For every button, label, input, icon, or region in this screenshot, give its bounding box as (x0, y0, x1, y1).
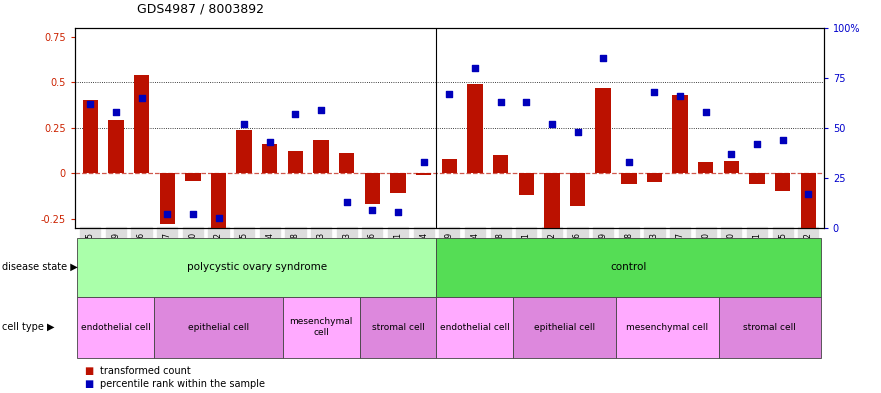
Bar (467, 84, 483, 173)
Text: epithelial cell: epithelial cell (188, 323, 249, 332)
Text: mesenchymal
cell: mesenchymal cell (289, 318, 352, 337)
Text: stromal cell: stromal cell (744, 323, 796, 332)
FancyBboxPatch shape (514, 297, 616, 358)
Text: control: control (611, 262, 647, 272)
Point (493, 99, 507, 105)
Point (802, 191, 816, 197)
Bar (647, 173, 663, 182)
Text: mesenchymal cell: mesenchymal cell (626, 323, 708, 332)
Bar (750, 173, 765, 184)
Bar (723, 160, 739, 173)
Bar (185, 173, 201, 180)
Bar (801, 173, 816, 233)
Bar (314, 140, 329, 173)
Point (519, 99, 533, 105)
Point (468, 64, 482, 71)
Point (750, 141, 764, 147)
Point (442, 90, 456, 97)
Bar (621, 173, 636, 184)
FancyBboxPatch shape (154, 297, 283, 358)
Point (211, 215, 226, 221)
Text: ■: ■ (84, 379, 93, 389)
Bar (211, 173, 226, 228)
Point (544, 121, 559, 127)
FancyBboxPatch shape (78, 297, 154, 358)
Bar (544, 173, 559, 228)
Point (391, 209, 405, 215)
Bar (570, 173, 585, 206)
Text: percentile rank within the sample: percentile rank within the sample (100, 379, 264, 389)
FancyBboxPatch shape (436, 238, 821, 297)
FancyBboxPatch shape (719, 297, 821, 358)
Bar (775, 173, 790, 191)
Text: cell type ▶: cell type ▶ (2, 322, 55, 332)
Point (160, 211, 174, 217)
Point (596, 55, 611, 61)
Text: ■: ■ (84, 366, 93, 376)
FancyBboxPatch shape (616, 297, 719, 358)
Point (724, 151, 738, 157)
Point (622, 159, 636, 165)
FancyBboxPatch shape (436, 297, 514, 358)
Bar (492, 155, 508, 173)
Point (417, 159, 431, 165)
Bar (365, 173, 380, 204)
Bar (519, 173, 534, 195)
Point (314, 107, 328, 113)
Bar (236, 130, 252, 173)
Bar (441, 159, 457, 173)
Point (186, 211, 200, 217)
Bar (288, 151, 303, 173)
Text: stromal cell: stromal cell (372, 323, 425, 332)
FancyBboxPatch shape (78, 238, 436, 297)
Point (648, 88, 662, 95)
Point (288, 110, 302, 117)
Bar (159, 173, 175, 224)
FancyBboxPatch shape (283, 297, 359, 358)
FancyBboxPatch shape (359, 297, 436, 358)
Bar (596, 88, 611, 173)
Bar (134, 75, 149, 173)
Point (83, 101, 97, 107)
Text: endothelial cell: endothelial cell (81, 323, 151, 332)
Text: endothelial cell: endothelial cell (440, 323, 510, 332)
Point (775, 137, 789, 143)
Point (366, 207, 380, 213)
Bar (698, 162, 714, 173)
Bar (339, 153, 354, 173)
Text: GDS4987 / 8003892: GDS4987 / 8003892 (137, 3, 263, 16)
Point (237, 121, 251, 127)
Point (699, 108, 713, 115)
Bar (390, 173, 406, 193)
Bar (262, 144, 278, 173)
Text: epithelial cell: epithelial cell (534, 323, 596, 332)
Text: polycystic ovary syndrome: polycystic ovary syndrome (187, 262, 327, 272)
Point (263, 139, 277, 145)
Point (571, 129, 585, 135)
Bar (416, 173, 432, 175)
Point (109, 108, 123, 115)
Bar (83, 100, 98, 173)
Bar (672, 95, 688, 173)
Text: disease state ▶: disease state ▶ (2, 262, 78, 272)
Point (135, 95, 149, 101)
Bar (108, 120, 123, 173)
Point (673, 92, 687, 99)
Text: transformed count: transformed count (100, 366, 190, 376)
Point (340, 199, 354, 205)
